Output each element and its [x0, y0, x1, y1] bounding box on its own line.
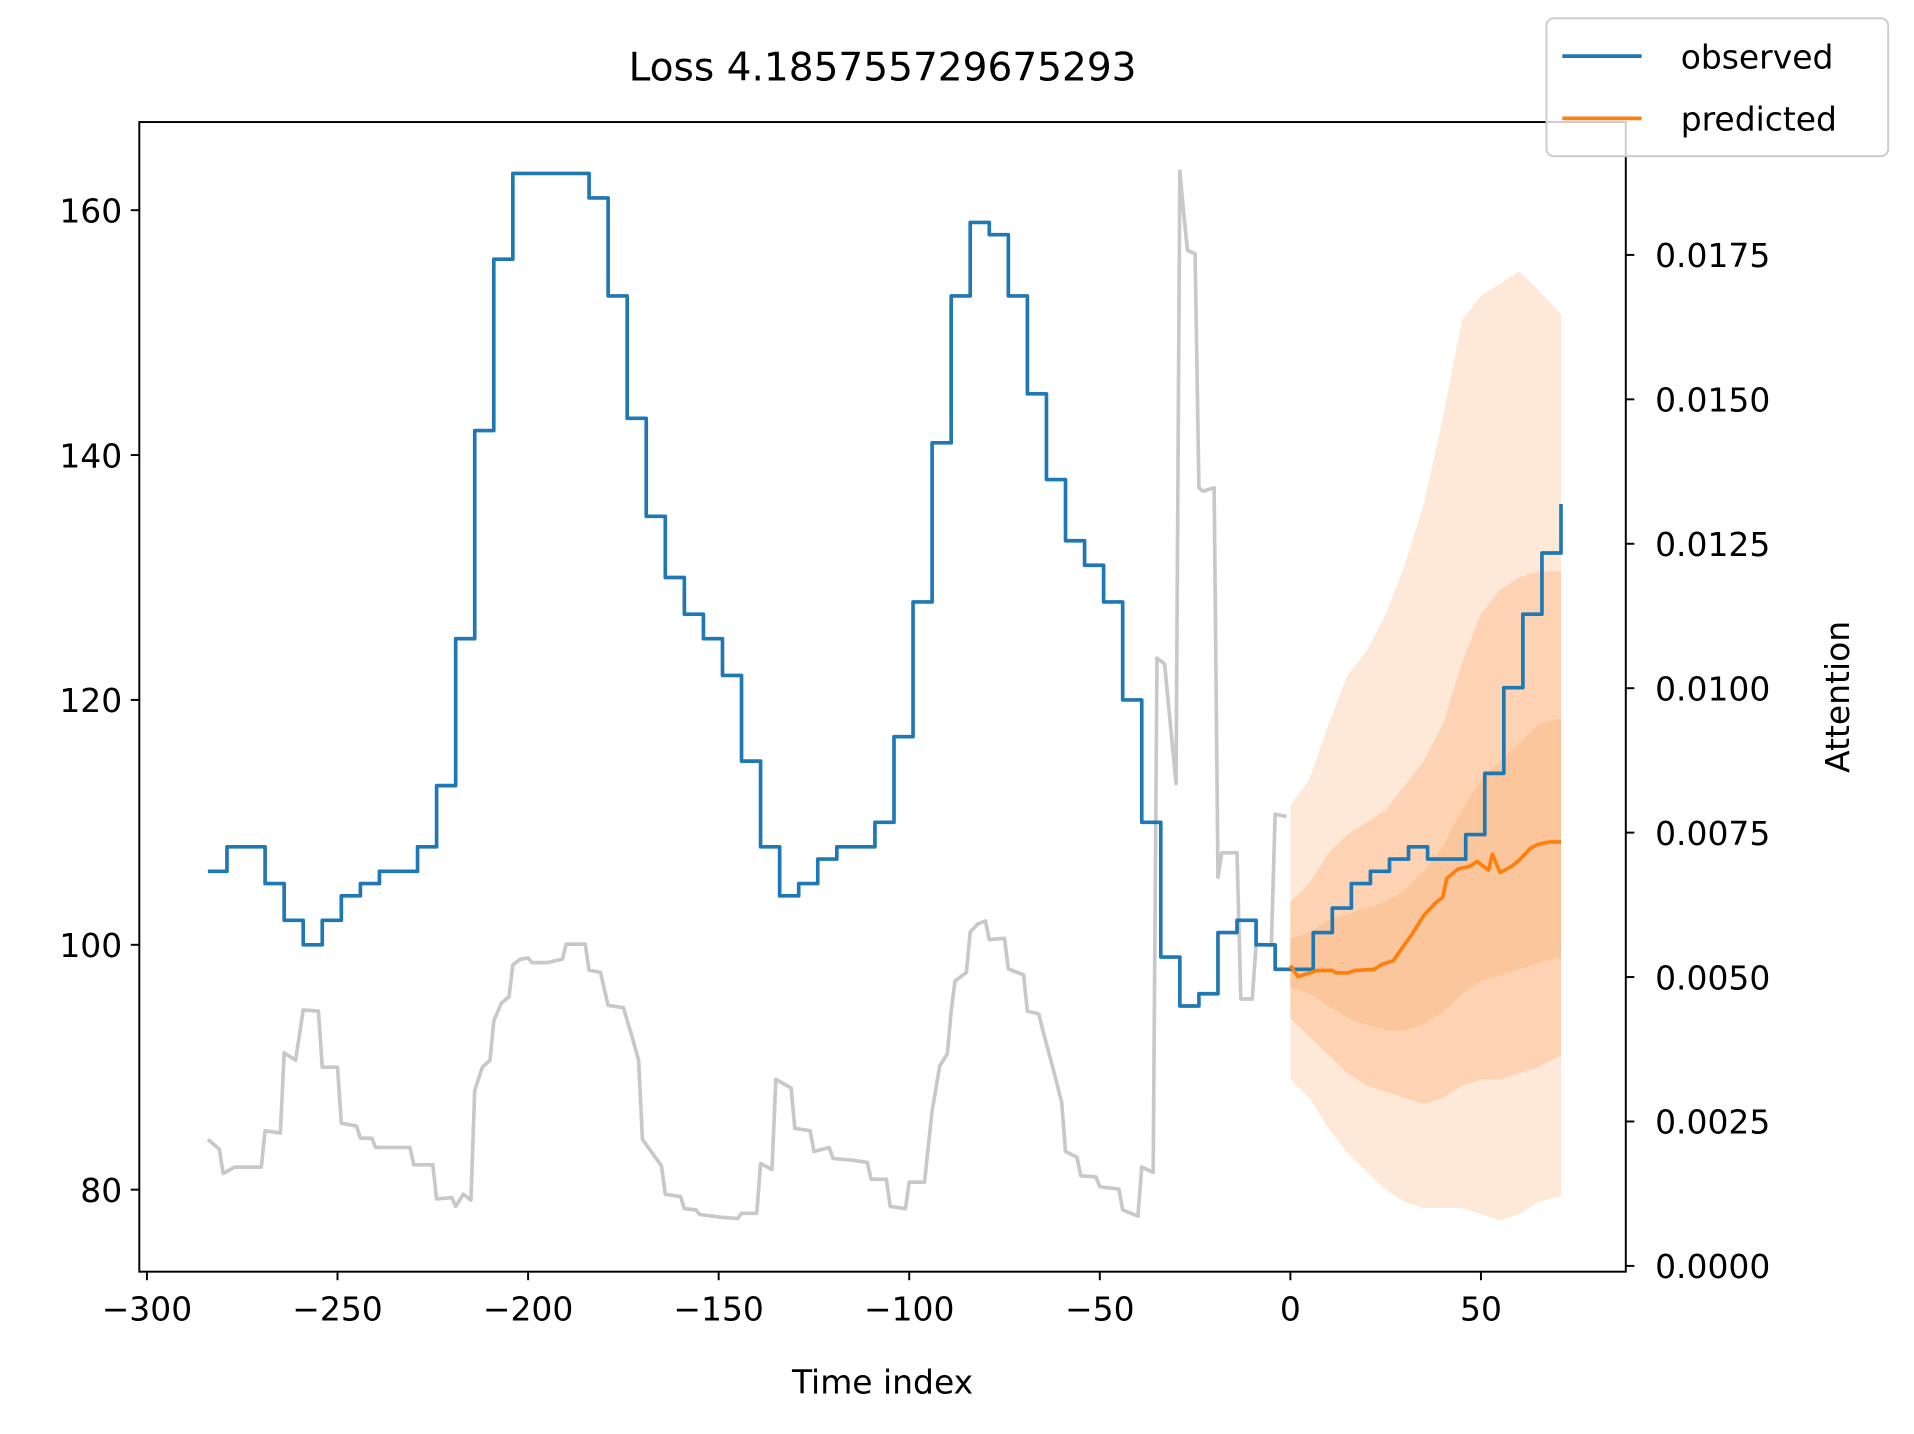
x-tick-label: 0 [1280, 1290, 1301, 1329]
y2-axis-label: Attention [1818, 621, 1857, 773]
x-tick-label: −100 [864, 1290, 954, 1329]
predicted-line [1288, 840, 1562, 979]
y2-tick-label: 0.0100 [1655, 669, 1770, 708]
x-tick-label: 50 [1460, 1290, 1502, 1329]
x-tick-label: −200 [483, 1290, 573, 1329]
axes-frame [138, 121, 1627, 1273]
y-tick-label: 120 [59, 681, 122, 720]
x-tick-label: −300 [102, 1290, 192, 1329]
y2-tick-label: 0.0050 [1655, 958, 1770, 997]
y2-tick-label: 0.0075 [1655, 814, 1770, 853]
plot-area [206, 169, 1563, 1221]
y-tick-label: 80 [80, 1171, 122, 1210]
y2-tick-label: 0.0150 [1655, 381, 1770, 420]
y-tick-label: 140 [59, 436, 122, 475]
observed-line [207, 171, 1563, 1008]
quantile-band [1290, 718, 1561, 1031]
legend-label: observed [1681, 37, 1834, 76]
y2-tick-label: 0.0125 [1655, 525, 1770, 564]
x-tick-label: −150 [673, 1290, 763, 1329]
legend-label: predicted [1681, 100, 1837, 139]
x-axis-label: Time index [791, 1363, 973, 1402]
y2-tick-label: 0.0175 [1655, 236, 1770, 275]
legend-box [1545, 17, 1890, 158]
y-tick-label: 160 [59, 191, 122, 230]
chart-title: Loss 4.185755729675293 [629, 46, 1137, 91]
y2-tick-label: 0.0000 [1655, 1247, 1770, 1286]
y-tick-label: 100 [59, 926, 122, 965]
y2-tick-label: 0.0025 [1655, 1103, 1770, 1142]
attention-line [206, 169, 1287, 1221]
x-tick-label: −250 [292, 1290, 382, 1329]
x-tick-label: −50 [1065, 1290, 1135, 1329]
